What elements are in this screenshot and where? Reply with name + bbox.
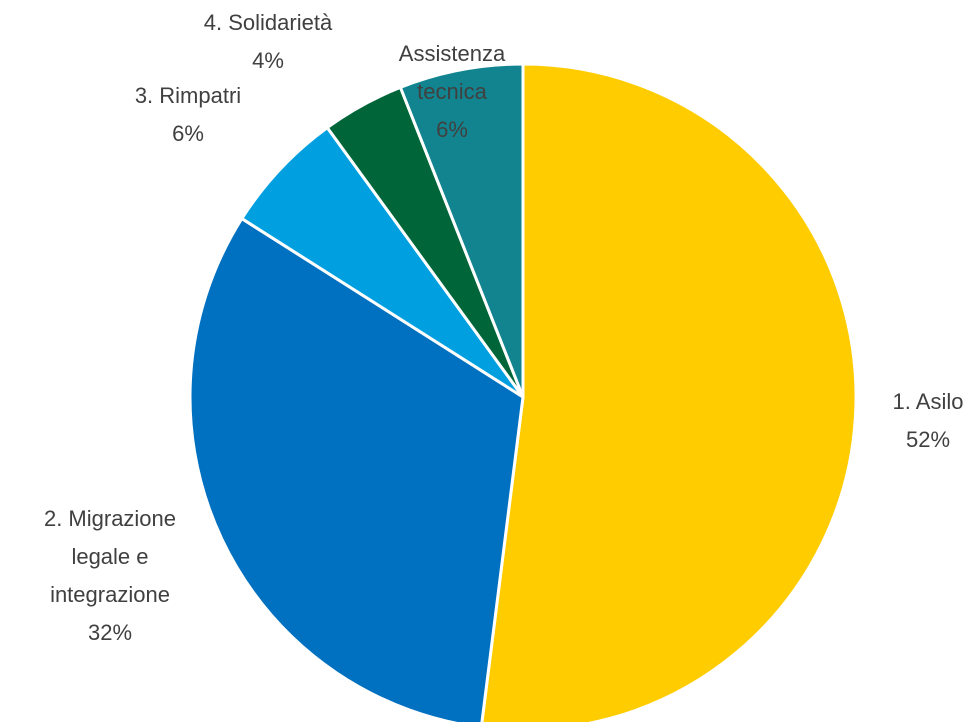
- pie-slice-1: [480, 62, 858, 722]
- data-label-category: Assistenza: [399, 41, 506, 66]
- data-label-5: Assistenza tecnica 6%: [399, 41, 506, 142]
- data-label-category: tecnica: [417, 79, 487, 104]
- pie-slice-5: [398, 62, 525, 399]
- pie-labels: 1. Asilo 52% 2. Migrazione legale e integraz…: [44, 10, 964, 645]
- pie-slice-3: [240, 126, 525, 399]
- data-label-2: 2. Migrazione legale e integrazione 32%: [44, 506, 176, 645]
- data-label-percent: 32%: [88, 620, 132, 645]
- data-label-3: 3. Rimpatri 6%: [135, 83, 241, 146]
- data-label-percent: 6%: [172, 121, 204, 146]
- data-label-4: 4. Solidarietà 4%: [204, 10, 333, 73]
- data-label-category: 3. Rimpatri: [135, 83, 241, 108]
- data-label-category: legale e: [71, 544, 148, 569]
- data-label-percent: 4%: [252, 48, 284, 73]
- data-label-percent: 52%: [906, 427, 950, 452]
- data-label-category: 1. Asilo: [893, 389, 964, 414]
- data-label-category: 4. Solidarietà: [204, 10, 333, 35]
- data-label-percent: 6%: [436, 117, 468, 142]
- data-label-category: 2. Migrazione: [44, 506, 176, 531]
- data-label-category: integrazione: [50, 582, 170, 607]
- data-label-1: 1. Asilo 52%: [893, 389, 964, 452]
- pie-slices: [188, 62, 858, 722]
